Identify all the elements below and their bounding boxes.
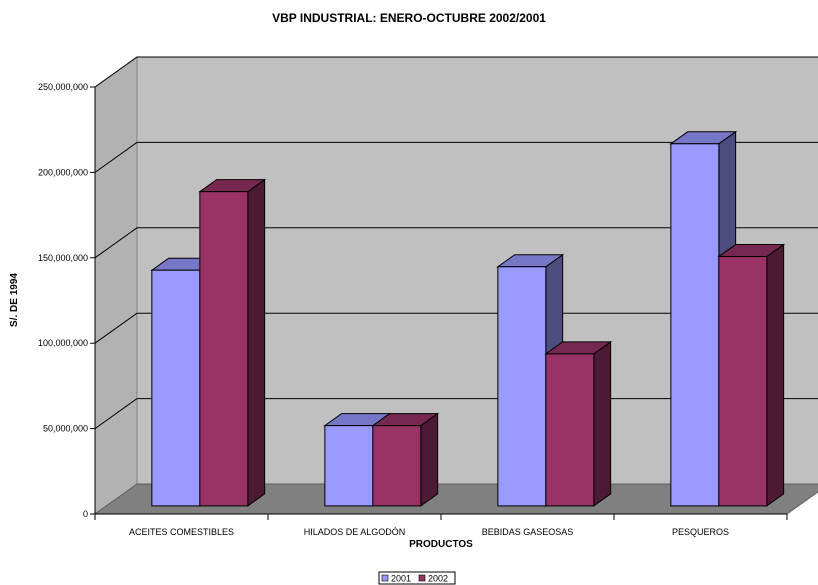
x-tick-label: HILADOS DE ALGODÓN	[304, 527, 406, 537]
side-wall	[94, 56, 138, 515]
legend-label: 2002	[428, 574, 448, 584]
gridlines	[94, 56, 818, 430]
bar-2002	[544, 340, 613, 507]
bar-front	[151, 269, 201, 507]
x-tick-label: BEBIDAS GASEOSAS	[482, 527, 574, 537]
legend-label: 2001	[391, 574, 411, 584]
y-tick-labels: 0 50,000,000 100,000,000 150,000,000 200,000…	[38, 82, 88, 519]
bar-2002	[198, 178, 267, 507]
bar-front	[718, 256, 768, 507]
y-tick-label: 250,000,000	[38, 82, 88, 92]
chart-title: VBP INDUSTRIAL: ENERO-OCTUBRE 2002/2001	[272, 11, 546, 25]
y-tick-label: 150,000,000	[38, 253, 88, 263]
bar-front	[324, 425, 374, 507]
x-tick-labels: ACEITES COMESTIBLES HILADOS DE ALGODÓN BEB…	[129, 527, 729, 537]
bar-side	[247, 178, 266, 507]
legend-swatch	[381, 574, 389, 582]
gridline	[94, 141, 818, 173]
bar-front	[670, 143, 720, 507]
gridline	[94, 227, 818, 259]
bar-2002	[371, 412, 440, 507]
bar-side	[420, 412, 439, 507]
bar-front	[199, 191, 249, 507]
bars	[150, 130, 786, 507]
x-tick-label: ACEITES COMESTIBLES	[129, 527, 234, 537]
gridline	[94, 312, 818, 344]
x-tick-label: PESQUEROS	[672, 527, 729, 537]
bar-front	[497, 266, 547, 507]
y-tick-label: 200,000,000	[38, 167, 88, 177]
y-axis-title: S/. DE 1994	[9, 273, 20, 327]
plot-walls	[93, 56, 818, 515]
bar-side	[766, 243, 785, 507]
bar-front	[545, 353, 595, 507]
legend-box	[378, 571, 456, 585]
x-axis-title: PRODUCTOS	[409, 539, 473, 550]
y-tick-label: 0	[83, 509, 88, 519]
y-tick-label: 50,000,000	[43, 424, 88, 434]
axes	[90, 86, 788, 520]
bar-side	[593, 340, 612, 507]
bar-front	[372, 425, 422, 507]
bar-2002	[717, 243, 786, 507]
gridline	[94, 56, 818, 88]
legend: 2001 2002	[378, 571, 456, 585]
y-tick-label: 100,000,000	[38, 338, 88, 348]
legend-swatch	[418, 574, 426, 582]
